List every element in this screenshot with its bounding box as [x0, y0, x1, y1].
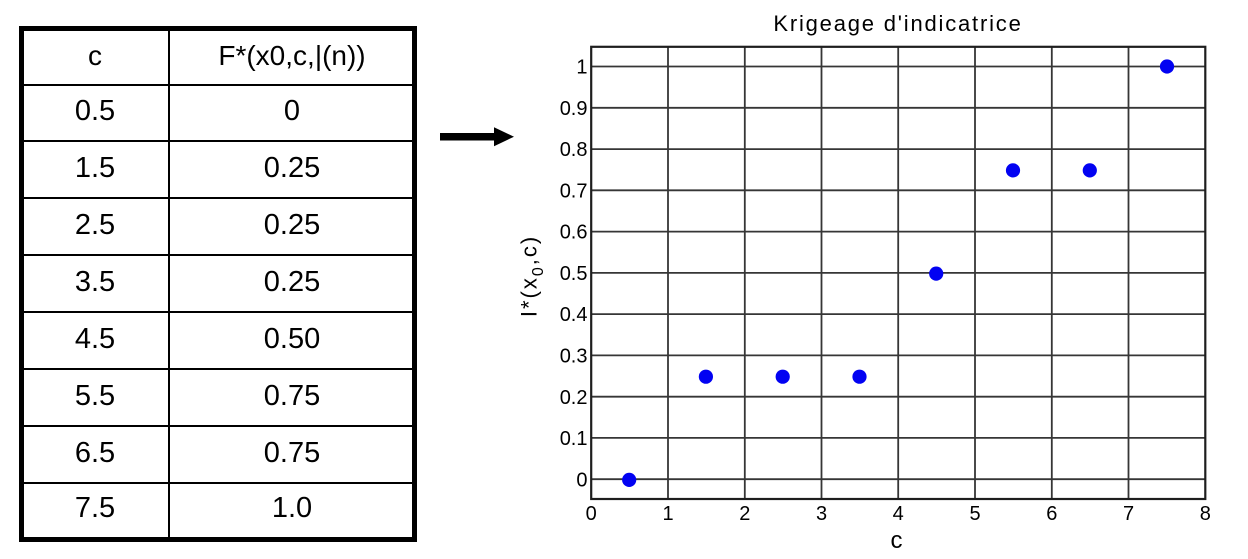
svg-text:7: 7 — [1123, 503, 1134, 525]
svg-text:2: 2 — [739, 503, 750, 525]
svg-text:0.8: 0.8 — [560, 139, 588, 161]
svg-text:1: 1 — [662, 503, 673, 525]
svg-text:0.5: 0.5 — [560, 263, 588, 285]
svg-text:0.4: 0.4 — [560, 304, 588, 326]
svg-text:0.9: 0.9 — [560, 98, 588, 120]
svg-text:3: 3 — [816, 503, 827, 525]
svg-text:1: 1 — [576, 57, 587, 79]
svg-text:5: 5 — [969, 503, 980, 525]
svg-text:4: 4 — [893, 503, 904, 525]
svg-text:8: 8 — [1200, 503, 1211, 525]
svg-text:0.6: 0.6 — [560, 222, 588, 244]
svg-text:0.2: 0.2 — [560, 387, 588, 409]
svg-text:Krigeage d'indicatrice: Krigeage d'indicatrice — [773, 11, 1022, 36]
svg-text:c: c — [891, 527, 903, 554]
svg-text:0.1: 0.1 — [560, 428, 588, 450]
svg-text:I*(x0,c): I*(x0,c) — [517, 235, 548, 317]
svg-text:0: 0 — [576, 469, 587, 491]
svg-text:6: 6 — [1046, 503, 1057, 525]
svg-text:0: 0 — [586, 503, 597, 525]
svg-text:0.3: 0.3 — [560, 346, 588, 368]
svg-text:0.7: 0.7 — [560, 180, 588, 202]
